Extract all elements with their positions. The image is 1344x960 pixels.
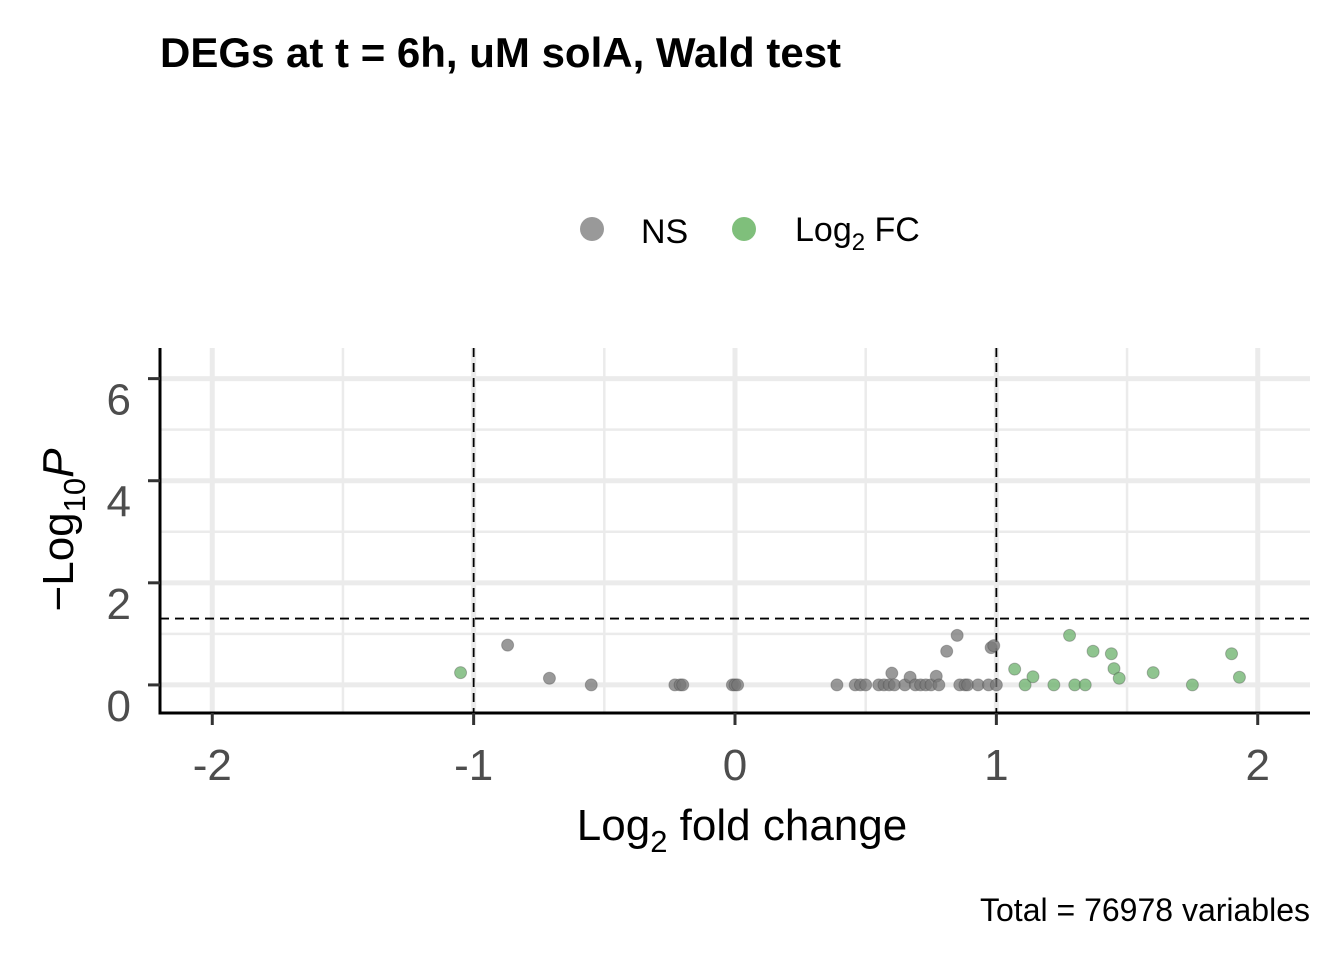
point-log2fc: [1026, 670, 1040, 684]
point-log2fc: [1112, 671, 1126, 685]
point-ns: [989, 678, 1003, 692]
x-tick-label: 2: [1245, 741, 1269, 790]
point-ns: [885, 666, 899, 680]
point-ns: [501, 638, 515, 652]
point-ns: [859, 678, 873, 692]
legend-log2fc-marker: [732, 217, 756, 241]
point-log2fc: [1078, 678, 1092, 692]
point-ns: [542, 671, 556, 685]
y-tick-label: 0: [107, 682, 131, 731]
legend-ns-label: NS: [641, 213, 688, 251]
point-ns: [584, 678, 598, 692]
point-log2fc: [1047, 678, 1061, 692]
legend-ns-marker: [580, 217, 604, 241]
legend: NS Log2 FC: [580, 211, 920, 256]
point-log2fc: [1008, 662, 1022, 676]
y-tick-label: 4: [107, 478, 131, 527]
point-ns: [987, 639, 1001, 653]
point-log2fc: [1225, 647, 1239, 661]
x-axis-title: Log2 fold change: [577, 801, 907, 859]
x-tick-label: 1: [984, 741, 1008, 790]
x-tick-label: -1: [454, 741, 493, 790]
point-ns: [830, 678, 844, 692]
y-axis-title: −Log10P: [34, 448, 92, 612]
point-ns: [932, 678, 946, 692]
point-ns: [950, 628, 964, 642]
point-log2fc: [1107, 662, 1121, 676]
point-ns: [940, 644, 954, 658]
point-ns: [676, 678, 690, 692]
chart-title: DEGs at t = 6h, uM solA, Wald test: [160, 29, 841, 76]
point-log2fc: [1146, 666, 1160, 680]
point-log2fc: [1232, 670, 1246, 684]
point-ns: [731, 678, 745, 692]
axes: [148, 348, 1310, 725]
legend-log2fc-label: Log2 FC: [795, 211, 920, 256]
x-tick-label: -2: [193, 741, 232, 790]
point-log2fc: [1185, 678, 1199, 692]
grid: [160, 348, 1310, 713]
cutoff-lines: [160, 348, 1310, 713]
point-log2fc: [454, 666, 468, 680]
point-log2fc: [1018, 678, 1032, 692]
point-log2fc: [1104, 647, 1118, 661]
point-log2fc: [1063, 628, 1077, 642]
data-points: [454, 628, 1246, 692]
x-tick-label: 0: [723, 741, 747, 790]
point-log2fc: [1086, 644, 1100, 658]
y-tick-label: 6: [107, 376, 131, 425]
y-tick-label: 2: [107, 580, 131, 629]
tick-labels: -2 -1 0 1 2 0 2 4 6: [107, 376, 1270, 790]
caption: Total = 76978 variables: [980, 892, 1310, 928]
